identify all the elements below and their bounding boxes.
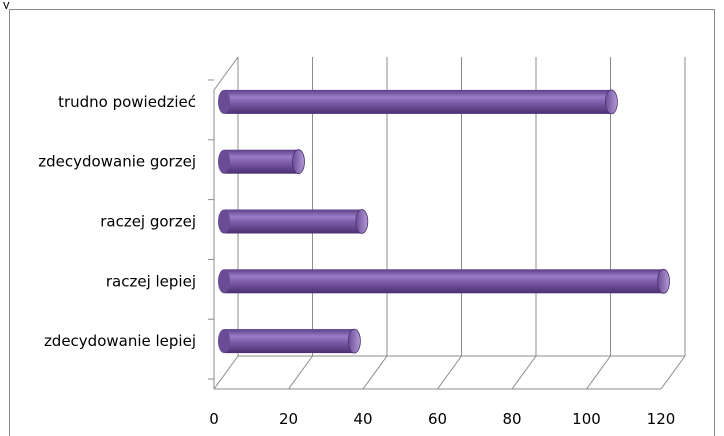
bar-start-cap [218, 209, 230, 234]
x-tick-label: 0 [209, 410, 219, 428]
bar-body [224, 269, 664, 294]
category-label: trudno powiedzieć [58, 93, 196, 111]
bar-end-cap [292, 149, 305, 175]
clipped-title-fragment: y [3, 0, 10, 9]
floor-gridline [511, 355, 537, 390]
bar-end-cap [347, 328, 361, 354]
category-label: raczej lepiej [106, 272, 196, 290]
bar-start-cap [218, 269, 230, 294]
category-label: raczej gorzej [100, 213, 196, 231]
floor-gridline [437, 355, 462, 390]
chart-frame [9, 9, 715, 436]
bar [218, 149, 305, 175]
bar [218, 209, 369, 234]
bar-body [224, 329, 355, 354]
bar-end-cap [355, 209, 369, 234]
bar [218, 89, 618, 115]
bar-start-cap [218, 89, 230, 114]
bar-end-cap [605, 89, 618, 115]
x-tick-label: 20 [279, 410, 298, 428]
wall-top-edge [213, 56, 239, 91]
bar [218, 328, 361, 354]
bar [218, 268, 670, 294]
bar-body [224, 89, 612, 114]
bar-body [224, 209, 362, 234]
floor-gridline [213, 355, 239, 390]
x-tick-label: 60 [428, 410, 447, 428]
bar-body [224, 149, 299, 174]
bar-end-cap [657, 268, 670, 294]
bars-layer [218, 89, 670, 354]
floor-gridline [362, 355, 388, 390]
floor-gridline [660, 355, 686, 390]
floor-gridline [288, 355, 313, 390]
bar-start-cap [218, 149, 230, 174]
x-tick-label: 120 [647, 410, 676, 428]
labels-layer: 0 20 40 60 80 100 120 trudno powiedzieć zdecydow… [38, 93, 675, 428]
x-tick-label: 100 [572, 410, 601, 428]
category-label: zdecydowanie lepiej [44, 332, 196, 350]
category-label: zdecydowanie gorzej [38, 153, 196, 171]
axes-layer [208, 56, 686, 390]
bar-start-cap [218, 329, 230, 354]
x-tick-label: 80 [502, 410, 521, 428]
floor-gridline [586, 355, 611, 390]
x-tick-label: 40 [353, 410, 372, 428]
